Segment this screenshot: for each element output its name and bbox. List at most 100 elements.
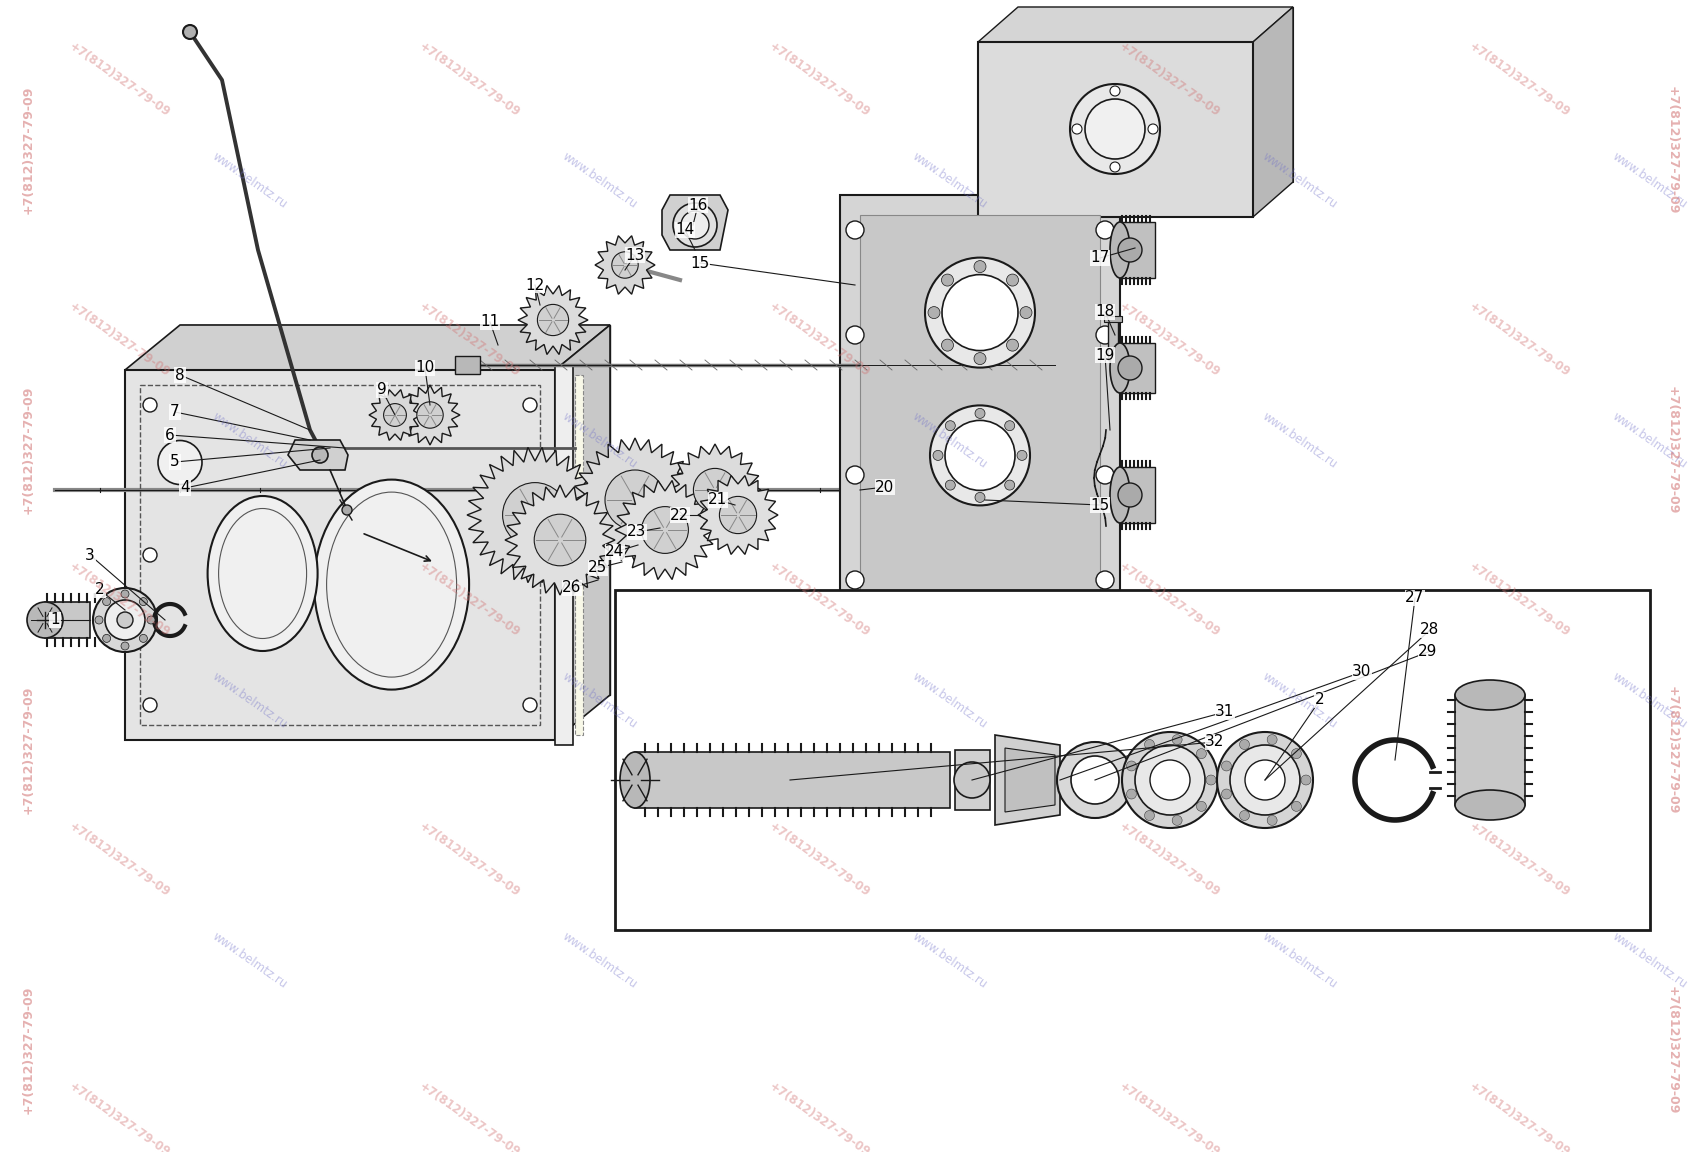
Circle shape <box>1017 450 1027 461</box>
Text: +7(812)327-79-09: +7(812)327-79-09 <box>66 301 173 380</box>
Circle shape <box>524 698 537 712</box>
Text: +7(812)327-79-09: +7(812)327-79-09 <box>1117 560 1222 639</box>
Polygon shape <box>661 195 728 250</box>
Text: +7(812)327-79-09: +7(812)327-79-09 <box>66 1081 173 1152</box>
Circle shape <box>1096 571 1114 589</box>
Text: www.belmtz.ru: www.belmtz.ru <box>559 150 639 211</box>
Text: 15: 15 <box>1090 498 1110 513</box>
Circle shape <box>1300 775 1311 785</box>
Polygon shape <box>44 602 90 638</box>
Circle shape <box>925 258 1035 367</box>
Text: +7(812)327-79-09: +7(812)327-79-09 <box>416 560 524 639</box>
Circle shape <box>503 483 568 547</box>
Circle shape <box>102 598 110 606</box>
Text: 29: 29 <box>1418 644 1438 659</box>
Polygon shape <box>1120 343 1154 393</box>
Circle shape <box>847 221 864 238</box>
Circle shape <box>1266 735 1277 744</box>
Text: www.belmtz.ru: www.belmtz.ru <box>1610 669 1690 730</box>
Text: 19: 19 <box>1095 348 1115 363</box>
Polygon shape <box>505 485 615 594</box>
Polygon shape <box>1455 695 1525 805</box>
Text: +7(812)327-79-09: +7(812)327-79-09 <box>1467 40 1572 120</box>
Circle shape <box>1069 84 1159 174</box>
Circle shape <box>1006 339 1018 351</box>
Circle shape <box>930 406 1030 506</box>
Text: www.belmtz.ru: www.belmtz.ru <box>910 409 989 471</box>
Text: www.belmtz.ru: www.belmtz.ru <box>1260 930 1340 991</box>
Text: 2: 2 <box>95 583 105 598</box>
Circle shape <box>974 260 986 273</box>
Circle shape <box>146 616 155 624</box>
Polygon shape <box>636 752 950 808</box>
Circle shape <box>1244 760 1285 799</box>
Text: +7(812)327-79-09: +7(812)327-79-09 <box>1666 85 1678 214</box>
Circle shape <box>1239 811 1250 820</box>
Text: +7(812)327-79-09: +7(812)327-79-09 <box>66 40 173 120</box>
Text: 18: 18 <box>1095 304 1115 319</box>
Polygon shape <box>977 7 1294 41</box>
Circle shape <box>1292 802 1302 811</box>
Text: +7(812)327-79-09: +7(812)327-79-09 <box>1666 986 1678 1114</box>
Circle shape <box>1085 99 1146 159</box>
Circle shape <box>384 403 406 426</box>
Text: +7(812)327-79-09: +7(812)327-79-09 <box>1467 820 1572 900</box>
Circle shape <box>1239 740 1250 750</box>
Circle shape <box>1144 740 1154 750</box>
Circle shape <box>121 590 129 598</box>
Ellipse shape <box>1110 467 1131 523</box>
Text: 21: 21 <box>709 493 728 508</box>
Circle shape <box>537 304 568 335</box>
Circle shape <box>1136 745 1205 814</box>
Circle shape <box>1171 735 1182 744</box>
Circle shape <box>1231 745 1300 814</box>
Text: +7(812)327-79-09: +7(812)327-79-09 <box>767 820 872 900</box>
Polygon shape <box>126 325 610 370</box>
Circle shape <box>942 339 954 351</box>
Circle shape <box>847 326 864 344</box>
Text: www.belmtz.ru: www.belmtz.ru <box>211 669 291 730</box>
Circle shape <box>184 25 197 39</box>
Text: +7(812)327-79-09: +7(812)327-79-09 <box>66 820 173 900</box>
Circle shape <box>682 211 709 238</box>
Ellipse shape <box>620 752 649 808</box>
Polygon shape <box>955 750 989 810</box>
Text: www.belmtz.ru: www.belmtz.ru <box>910 150 989 211</box>
Circle shape <box>1119 356 1142 380</box>
Circle shape <box>1148 124 1158 134</box>
Text: www.belmtz.ru: www.belmtz.ru <box>559 409 639 471</box>
Text: www.belmtz.ru: www.belmtz.ru <box>1610 930 1690 991</box>
FancyBboxPatch shape <box>615 590 1651 930</box>
Text: +7(812)327-79-09: +7(812)327-79-09 <box>1117 40 1222 120</box>
Text: +7(812)327-79-09: +7(812)327-79-09 <box>1117 301 1222 380</box>
Circle shape <box>105 600 144 641</box>
Circle shape <box>847 467 864 484</box>
Polygon shape <box>1018 7 1294 182</box>
Circle shape <box>342 505 352 515</box>
Text: 17: 17 <box>1090 250 1110 265</box>
Circle shape <box>158 440 202 485</box>
Circle shape <box>954 761 989 798</box>
Text: 9: 9 <box>377 382 388 397</box>
Text: +7(812)327-79-09: +7(812)327-79-09 <box>1666 386 1678 514</box>
Circle shape <box>945 420 1015 491</box>
Polygon shape <box>994 735 1061 825</box>
Text: 3: 3 <box>85 547 95 562</box>
Text: 8: 8 <box>175 367 185 382</box>
Text: 32: 32 <box>1205 735 1224 750</box>
Circle shape <box>1020 306 1032 319</box>
Circle shape <box>1222 761 1231 771</box>
Circle shape <box>1110 86 1120 96</box>
Circle shape <box>719 497 756 533</box>
Circle shape <box>416 402 444 429</box>
Circle shape <box>1005 420 1015 431</box>
Circle shape <box>694 469 736 511</box>
Circle shape <box>1292 749 1302 759</box>
Text: 22: 22 <box>670 508 690 523</box>
Ellipse shape <box>1455 790 1525 820</box>
Text: +7(812)327-79-09: +7(812)327-79-09 <box>66 560 173 639</box>
Polygon shape <box>1120 467 1154 523</box>
Text: +7(812)327-79-09: +7(812)327-79-09 <box>1467 301 1572 380</box>
Polygon shape <box>595 236 654 294</box>
Text: +7(812)327-79-09: +7(812)327-79-09 <box>767 1081 872 1152</box>
